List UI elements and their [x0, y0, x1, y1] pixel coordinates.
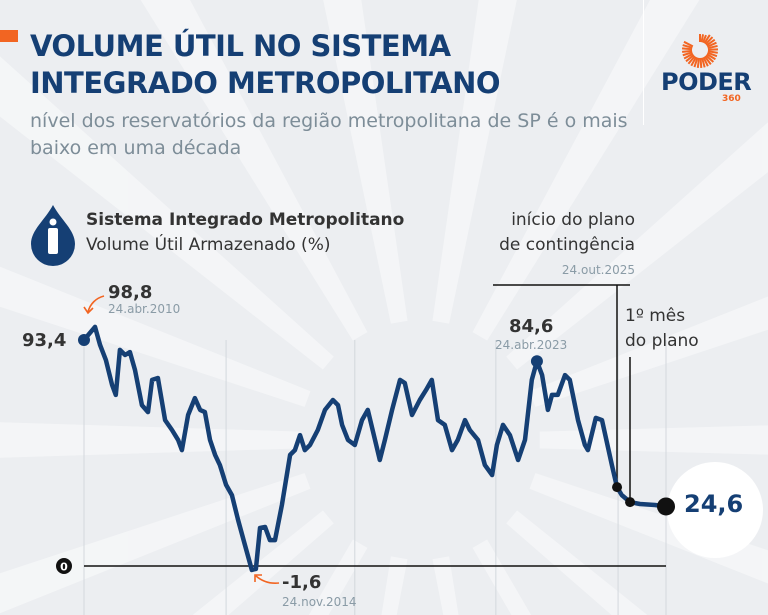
plan-start-date: 24.out.2025: [561, 263, 635, 277]
start-value-label: 93,4: [22, 330, 67, 351]
background-ray: [0, 56, 334, 370]
background-ray: [140, 0, 368, 341]
background-ray: [0, 422, 301, 458]
zero-label: 0: [60, 561, 68, 574]
start-point: [78, 333, 90, 346]
end-point: [657, 497, 675, 516]
min-date-label: 24.nov.2014: [282, 595, 357, 609]
background-ray: [529, 296, 768, 407]
plan-start-line1: início do plano: [511, 210, 635, 230]
min-value-label: -1,6: [282, 572, 322, 593]
end-value-circle: [667, 462, 763, 558]
max-value-label: 98,8: [108, 282, 153, 303]
max-arrow-icon: [83, 295, 105, 315]
plan-month-point: [625, 497, 636, 508]
background-ray: [432, 0, 517, 324]
background-ray: [308, 539, 368, 615]
peak-2023-date-label: 24.abr.2023: [495, 338, 568, 352]
series-line: [81, 324, 669, 573]
background-ray: [432, 556, 459, 615]
background-ray: [381, 556, 408, 615]
plan-month-line1: 1º mês: [625, 306, 686, 326]
background-ray: [0, 266, 311, 407]
plan-lines: [493, 284, 631, 502]
max-date-label: 24.abr.2010: [108, 302, 181, 316]
logo-text: PODER: [661, 68, 752, 96]
plan-start-note: início do plano de contingência: [499, 208, 635, 258]
legend-title: Sistema Integrado Metropolitano: [86, 210, 405, 230]
background-ray: [472, 0, 700, 341]
peak-2023-point: [530, 355, 543, 368]
page-title: VOLUME ÚTIL NO SISTEMA INTEGRADO METROPO…: [30, 29, 501, 100]
background-ray: [0, 473, 311, 614]
plan-month-note: 1º mês do plano: [625, 304, 699, 354]
end-value-label: 24,6: [684, 490, 744, 518]
page-subtitle: nível dos reservatórios da região metrop…: [30, 110, 628, 159]
background-ray: [506, 510, 648, 615]
min-arrow-icon: [254, 574, 280, 585]
peak-2023-value-label: 84,6: [509, 316, 554, 337]
background-ray: [539, 425, 768, 455]
plan-start-point: [612, 482, 623, 493]
accent-bar: [0, 30, 18, 42]
plan-start-line2: de contingência: [499, 235, 635, 255]
background-ray: [472, 539, 532, 615]
background-ray: [323, 0, 408, 324]
legend-subtitle: Volume Útil Armazenado (%): [86, 235, 331, 255]
zero-label-marker: [56, 558, 78, 574]
logo-divider: [643, 0, 644, 125]
logo-suffix: 360: [722, 94, 741, 104]
plan-month-line2: do plano: [625, 331, 699, 351]
background-ray: [192, 510, 334, 615]
background-ray: [506, 122, 768, 370]
